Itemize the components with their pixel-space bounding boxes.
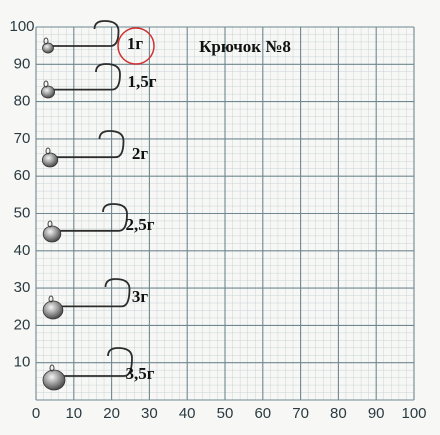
y-tick-label: 90 — [14, 55, 31, 72]
y-tick-label: 80 — [14, 93, 31, 110]
hook — [60, 203, 128, 232]
jig-label: 1,5г — [128, 72, 157, 91]
jig-label: 3г — [132, 287, 149, 306]
x-tick-label: 10 — [65, 405, 82, 422]
y-tick-label: 70 — [14, 130, 31, 147]
x-tick-label: 100 — [401, 405, 426, 422]
jig-label: 3,5г — [126, 364, 155, 383]
jig-label: 2г — [132, 144, 149, 163]
jig-head — [42, 225, 62, 243]
jig-eye — [43, 37, 49, 45]
jig: 1г — [42, 20, 144, 54]
x-tick-label: 0 — [32, 405, 40, 422]
x-tick-label: 90 — [368, 405, 385, 422]
jig: 2,5г — [42, 203, 155, 243]
x-tick-label: 60 — [254, 405, 271, 422]
jig-head — [42, 300, 64, 320]
jig: 3г — [42, 278, 149, 320]
jig-head — [42, 42, 54, 54]
x-tick-label: 50 — [217, 405, 234, 422]
x-tick-label: 30 — [141, 405, 158, 422]
y-tick-label: 20 — [14, 316, 31, 333]
y-tick-label: 30 — [14, 279, 31, 296]
x-tick-label: 80 — [330, 405, 347, 422]
x-tick-label: 70 — [292, 405, 309, 422]
jig-eye — [43, 80, 49, 88]
hook — [57, 130, 125, 159]
jig-eye — [48, 295, 54, 303]
jig-label: 2,5г — [126, 215, 155, 234]
y-tick-label: 10 — [14, 354, 31, 371]
tick-labels: 0 10 20 30 40 50 60 70 80 90 100 10 20 30 40 50 60 70 80 90… — [9, 18, 426, 422]
jig: 1,5г — [41, 63, 157, 99]
y-tick-label: 60 — [14, 167, 31, 184]
x-tick-label: 40 — [179, 405, 196, 422]
y-tick-label: 100 — [9, 18, 34, 35]
y-tick-label: 50 — [14, 204, 31, 221]
jig-head — [41, 152, 59, 168]
jig-eye — [49, 364, 55, 372]
jig: 2г — [41, 130, 149, 168]
jig-label: 1г — [127, 34, 144, 53]
hook — [64, 347, 133, 377]
title: Крючок №8 — [199, 37, 291, 56]
jig-eye — [47, 220, 53, 228]
jig-eye — [45, 147, 51, 155]
jig: 3,5г — [42, 347, 155, 391]
hook — [53, 20, 120, 47]
x-tick-label: 20 — [103, 405, 120, 422]
jig-head — [41, 85, 56, 99]
highlight-circle — [117, 27, 155, 65]
hook — [54, 63, 121, 91]
jigs: 1г 1,5г 2г 2,5г 3г 3,5г — [41, 20, 157, 391]
hook — [62, 278, 131, 308]
y-tick-label: 40 — [14, 242, 31, 259]
jig-head — [42, 369, 66, 391]
